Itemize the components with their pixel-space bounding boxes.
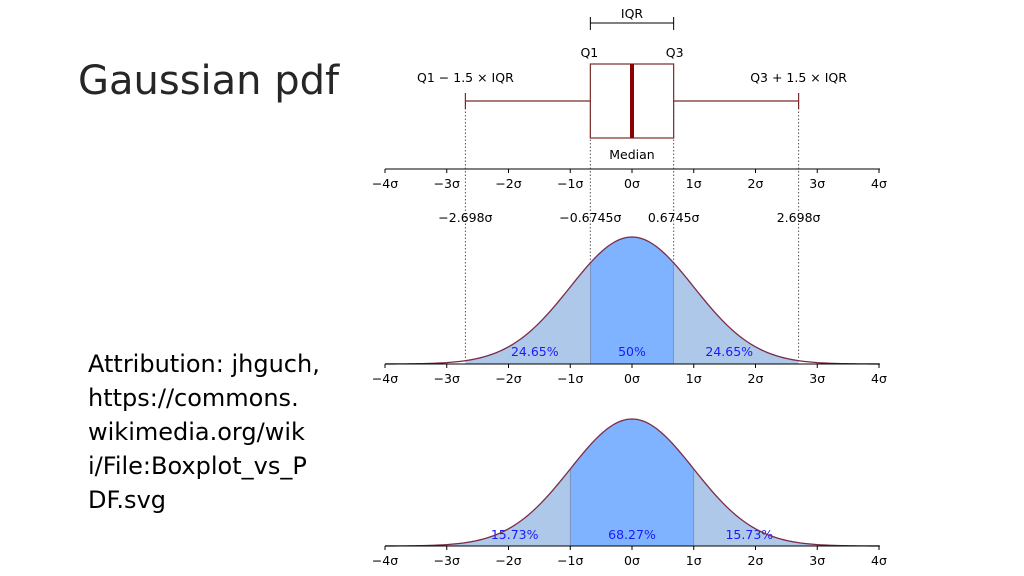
attribution-line: DF.svg: [88, 486, 166, 514]
pdf-sigma-axis-tick-label: 4σ: [871, 553, 887, 568]
pdf-iqr-percent-label: 24.65%: [511, 344, 559, 359]
pdf-iqr-axis-tick-label: 3σ: [809, 371, 825, 386]
attribution-line: Attribution: jhguch,: [88, 350, 320, 378]
attribution-line: i/File:Boxplot_vs_P: [88, 452, 307, 480]
attribution-line: https://commons.: [88, 384, 299, 412]
pdf-sigma-percent-label: 68.27%: [608, 527, 656, 542]
lower-whisker-label: Q1 − 1.5 × IQR: [417, 70, 514, 85]
attribution-text: Attribution: jhguch, https://commons. wi…: [88, 347, 338, 517]
attribution-line: wikimedia.org/wik: [88, 418, 305, 446]
pdf-iqr-axis-tick-label: 4σ: [871, 371, 887, 386]
pdf-sigma-region: [570, 419, 694, 546]
boxplot-axis-tick-label: 0σ: [624, 176, 640, 191]
iqr-label: IQR: [621, 6, 644, 21]
pdf-iqr-axis-tick-label: −1σ: [557, 371, 583, 386]
pdf-sigma-percent-label: 15.73%: [725, 527, 773, 542]
pdf-sigma-axis-tick-label: −3σ: [434, 553, 460, 568]
boxplot-axis-tick-label: −1σ: [557, 176, 583, 191]
boxplot-axis-tick-label: 1σ: [686, 176, 702, 191]
pdf-sigma-axis-tick-label: −1σ: [557, 553, 583, 568]
boxplot-axis-tick-label: 3σ: [809, 176, 825, 191]
pdf-sigma-axis-tick-label: 3σ: [809, 553, 825, 568]
boxplot-axis-tick-label: −2σ: [495, 176, 521, 191]
slide-title: Gaussian pdf: [78, 58, 340, 104]
pdf-sigma-curve: [384, 418, 880, 547]
pdf-sigma-percent-label: 15.73%: [491, 527, 539, 542]
pdf-iqr-region: [673, 262, 799, 364]
pdf-iqr-curve: [384, 236, 880, 365]
upper-whisker-label: Q3 + 1.5 × IQR: [750, 70, 847, 85]
pdf-iqr-axis-tick-label: −2σ: [495, 371, 521, 386]
pdf-sigma-axis-tick-label: 2σ: [748, 553, 764, 568]
reference-value-label: 0.6745σ: [648, 210, 700, 225]
pdf-sigma-axis-tick-label: −4σ: [372, 553, 398, 568]
boxplot-axis-tick-label: −3σ: [434, 176, 460, 191]
reference-value-label: −0.6745σ: [559, 210, 621, 225]
median-label: Median: [609, 147, 654, 162]
pdf-sigma-axis-tick-label: −2σ: [495, 553, 521, 568]
pdf-iqr-percent-label: 24.65%: [705, 344, 753, 359]
pdf-iqr-axis-tick-label: 1σ: [686, 371, 702, 386]
boxplot-axis-tick-label: 2σ: [748, 176, 764, 191]
pdf-iqr-axis-tick-label: 0σ: [624, 371, 640, 386]
pdf-sigma-region: [385, 468, 571, 546]
boxplot-axis-tick-label: −4σ: [372, 176, 398, 191]
pdf-iqr-percent-label: 50%: [618, 344, 646, 359]
q1-label: Q1: [580, 45, 598, 60]
pdf-sigma-region: [693, 468, 879, 546]
reference-value-label: −2.698σ: [438, 210, 492, 225]
pdf-iqr-axis-tick-label: 2σ: [748, 371, 764, 386]
pdf-sigma-axis-tick-label: 1σ: [686, 553, 702, 568]
pdf-iqr-axis-tick-label: −4σ: [372, 371, 398, 386]
pdf-iqr-axis-tick-label: −3σ: [434, 371, 460, 386]
reference-value-label: 2.698σ: [777, 210, 821, 225]
pdf-iqr-region: [465, 262, 591, 364]
pdf-sigma-axis-tick-label: 0σ: [624, 553, 640, 568]
q3-label: Q3: [666, 45, 684, 60]
pdf-iqr-region: [590, 237, 674, 364]
boxplot-axis-tick-label: 4σ: [871, 176, 887, 191]
